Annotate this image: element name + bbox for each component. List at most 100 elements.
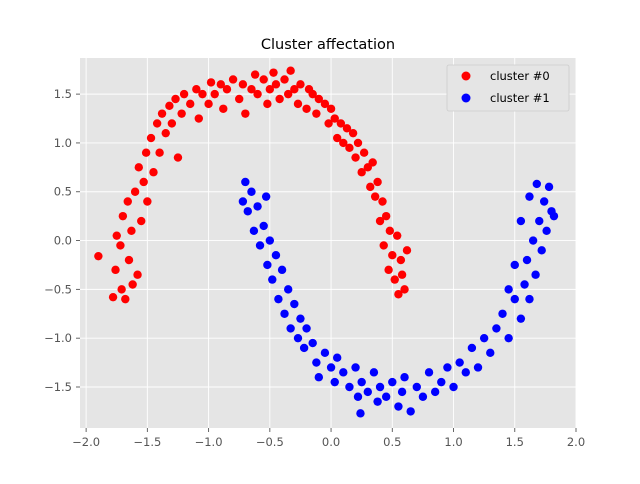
point-cluster-0 (286, 66, 295, 75)
point-cluster-0 (141, 148, 151, 157)
point-cluster-0 (146, 133, 156, 143)
point-cluster-1 (286, 324, 295, 333)
point-cluster-0 (330, 114, 339, 123)
point-cluster-1 (290, 299, 299, 309)
point-cluster-1 (249, 226, 259, 235)
point-cluster-0 (137, 216, 146, 226)
point-cluster-1 (243, 207, 252, 216)
point-cluster-0 (332, 133, 342, 143)
point-cluster-1 (539, 197, 549, 206)
point-cluster-0 (133, 270, 142, 279)
point-cluster-1 (528, 236, 538, 245)
point-cluster-1 (525, 294, 534, 304)
y-tick-label: −0.5 (44, 282, 72, 296)
point-cluster-0 (250, 70, 260, 79)
point-cluster-0 (161, 128, 170, 138)
point-cluster-1 (280, 309, 289, 318)
point-cluster-1 (479, 333, 489, 343)
point-cluster-1 (537, 246, 546, 255)
point-cluster-0 (351, 153, 360, 162)
point-cluster-0 (359, 148, 369, 157)
point-cluster-1 (516, 314, 526, 323)
point-cluster-0 (345, 143, 354, 153)
point-cluster-1 (357, 377, 366, 387)
point-cluster-1 (498, 309, 507, 318)
point-cluster-1 (332, 353, 342, 362)
point-cluster-1 (375, 382, 385, 392)
point-cluster-0 (381, 211, 391, 221)
grid-lines (80, 58, 577, 428)
point-cluster-1 (274, 294, 283, 304)
point-cluster-0 (275, 94, 284, 104)
point-cluster-1 (351, 363, 360, 372)
x-tick-label: 1.5 (506, 435, 524, 449)
point-cluster-1 (241, 177, 250, 187)
point-cluster-1 (259, 221, 268, 231)
point-cluster-1 (339, 368, 348, 377)
point-cluster-0 (167, 119, 177, 128)
point-cluster-0 (121, 294, 130, 304)
point-cluster-0 (152, 119, 162, 128)
point-cluster-0 (177, 109, 186, 118)
point-cluster-0 (219, 104, 228, 113)
point-cluster-1 (525, 192, 534, 201)
point-cluster-1 (283, 285, 293, 294)
point-cluster-0 (130, 187, 140, 196)
point-cluster-0 (324, 119, 333, 128)
point-cluster-1 (308, 338, 317, 348)
point-cluster-0 (293, 99, 303, 109)
point-cluster-0 (385, 226, 395, 235)
point-cluster-1 (253, 202, 262, 211)
point-cluster-1 (544, 182, 554, 192)
point-cluster-1 (520, 280, 529, 289)
y-tick-label: 1.5 (54, 87, 72, 101)
legend-box (446, 64, 570, 112)
point-cluster-1 (535, 216, 544, 226)
point-cluster-0 (357, 168, 366, 177)
y-tick-label: −1.0 (44, 331, 72, 345)
x-tick-label: 2.0 (567, 435, 585, 449)
point-cluster-1 (418, 392, 428, 401)
axis-ticks: −2.0 −1.5 −1.0 −0.5 0.0 0.5 1.0 1.5 2.0 −1.5 −1.0 −… (44, 87, 585, 449)
point-cluster-1 (302, 324, 311, 333)
point-cluster-0 (186, 99, 195, 109)
point-cluster-0 (269, 68, 278, 77)
point-cluster-1 (296, 314, 305, 323)
x-tick-label: 1.0 (444, 435, 462, 449)
point-cluster-0 (111, 265, 120, 275)
point-cluster-0 (139, 177, 148, 187)
point-cluster-1 (369, 368, 379, 377)
point-cluster-1 (271, 251, 281, 260)
point-cluster-1 (449, 382, 458, 392)
point-cluster-1 (455, 358, 464, 367)
point-cluster-1 (255, 241, 265, 250)
point-cluster-0 (336, 119, 346, 128)
point-cluster-0 (247, 85, 256, 94)
point-cluster-0 (259, 75, 268, 84)
point-cluster-0 (204, 99, 213, 109)
legend-label-cluster-1: cluster #1 (490, 91, 550, 105)
point-cluster-0 (116, 241, 125, 250)
point-cluster-0 (198, 89, 207, 99)
point-cluster-1 (510, 294, 519, 304)
point-cluster-0 (128, 280, 137, 289)
point-cluster-0 (253, 89, 262, 99)
point-cluster-1 (437, 377, 446, 387)
point-cluster-1 (492, 324, 501, 333)
point-cluster-0 (370, 192, 380, 201)
point-cluster-0 (127, 226, 136, 235)
legend-label-cluster-0: cluster #0 (490, 69, 550, 83)
point-cluster-0 (308, 89, 317, 99)
point-cluster-0 (314, 94, 324, 104)
point-cluster-1 (299, 343, 309, 353)
point-cluster-1 (532, 179, 542, 189)
point-cluster-1 (320, 348, 330, 358)
point-cluster-0 (366, 182, 375, 192)
y-tick-label: 0.5 (54, 185, 72, 199)
y-tick-label: 0.0 (54, 234, 72, 248)
point-cluster-0 (238, 80, 248, 89)
point-cluster-1 (356, 409, 365, 418)
point-cluster-0 (265, 85, 275, 94)
point-cluster-0 (402, 246, 412, 255)
point-cluster-0 (388, 251, 397, 260)
